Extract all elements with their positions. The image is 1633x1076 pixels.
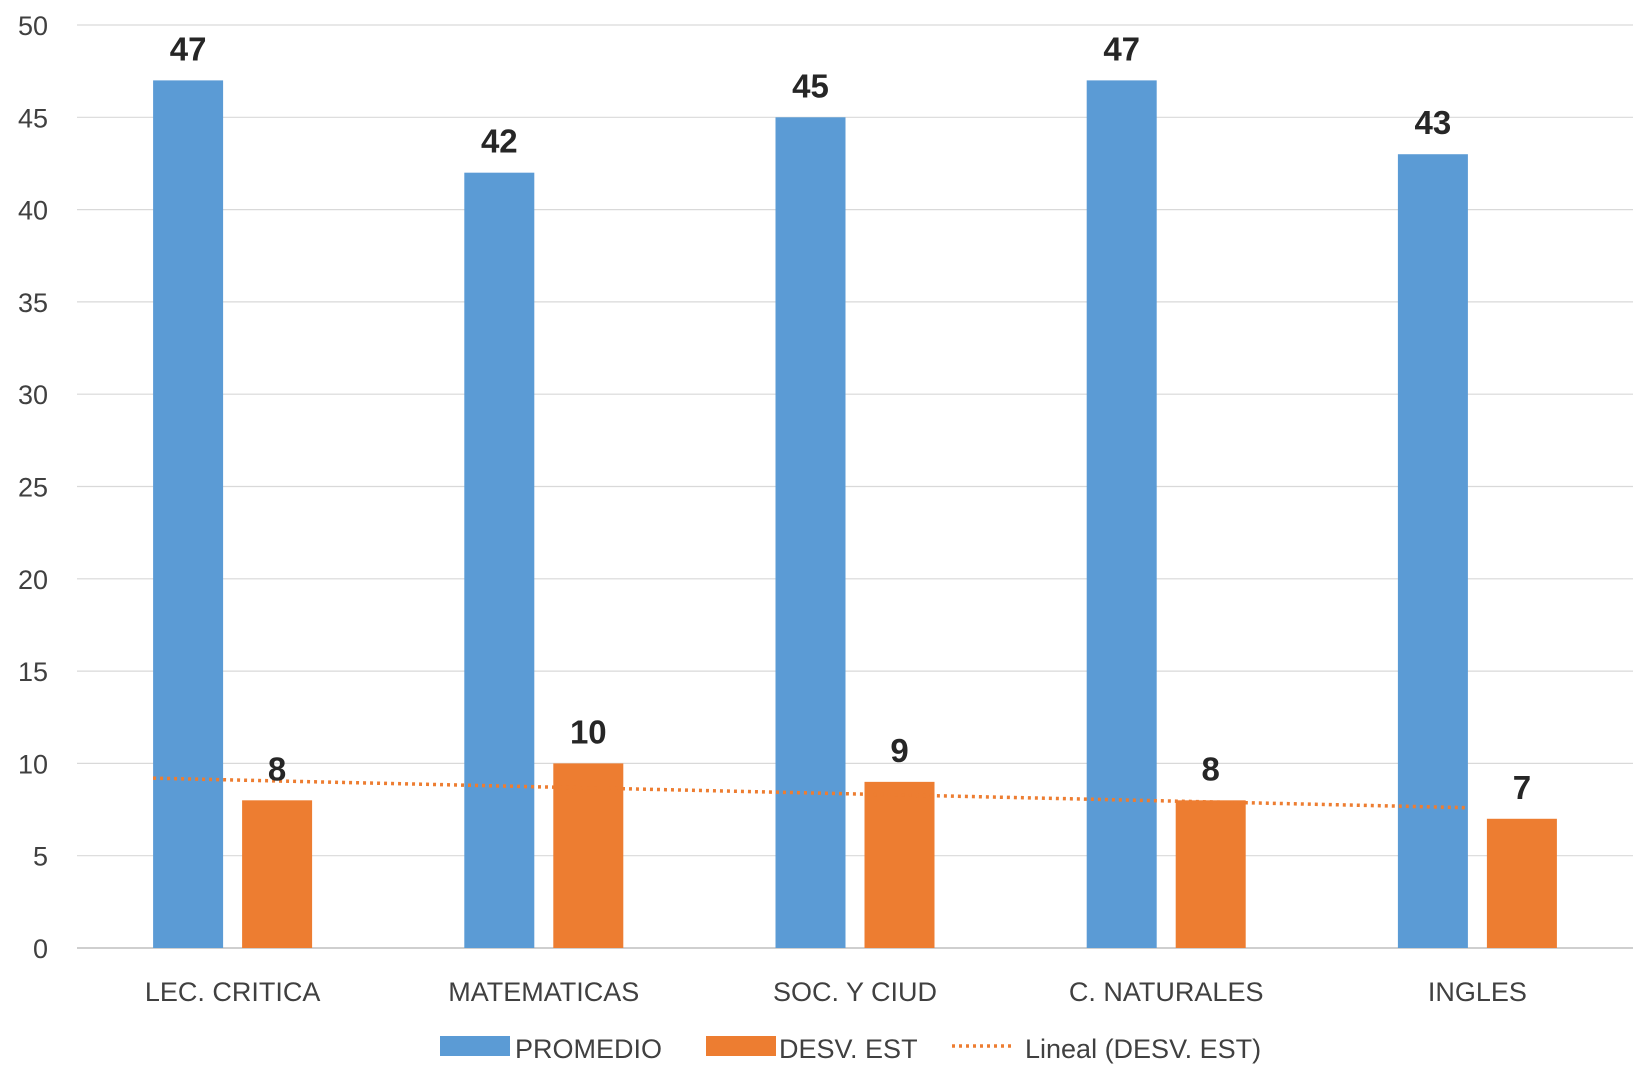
bar-promedio — [153, 80, 224, 948]
bars — [153, 80, 1557, 949]
x-tick-label: SOC. Y CIUD — [773, 977, 937, 1007]
bar-desv-est — [864, 781, 935, 948]
y-tick-label: 35 — [18, 288, 48, 318]
y-axis: 0 5 10 15 20 25 30 35 40 45 50 — [18, 11, 48, 964]
legend-item: PROMEDIO — [440, 1034, 662, 1064]
legend-item: DESV. EST — [706, 1034, 918, 1064]
y-tick-label: 15 — [18, 657, 48, 687]
legend-item: Lineal (DESV. EST) — [952, 1034, 1261, 1064]
y-tick-label: 45 — [18, 103, 48, 133]
x-tick-label: INGLES — [1428, 977, 1527, 1007]
y-tick-label: 0 — [33, 934, 48, 964]
legend-swatch — [706, 1036, 776, 1056]
legend-label: PROMEDIO — [515, 1034, 662, 1064]
data-label: 43 — [1415, 104, 1452, 141]
data-label: 7 — [1513, 769, 1531, 806]
gridlines — [77, 24, 1633, 949]
data-label: 10 — [570, 713, 607, 750]
data-label: 9 — [890, 732, 908, 769]
x-tick-label: LEC. CRITICA — [145, 977, 321, 1007]
y-tick-label: 20 — [18, 565, 48, 595]
y-tick-label: 50 — [18, 11, 48, 41]
legend: PROMEDIO DESV. EST Lineal (DESV. EST) — [440, 1034, 1261, 1064]
legend-swatch — [440, 1036, 510, 1056]
legend-label: DESV. EST — [779, 1034, 918, 1064]
y-tick-label: 40 — [18, 196, 48, 226]
data-label: 8 — [268, 750, 286, 787]
bar-promedio — [464, 172, 535, 948]
y-tick-label: 10 — [18, 749, 48, 779]
bar-desv-est — [1486, 818, 1557, 948]
trendline — [153, 776, 1468, 810]
data-label: 8 — [1202, 750, 1220, 787]
trendline-group — [153, 776, 1468, 810]
y-tick-label: 5 — [33, 842, 48, 872]
x-axis: LEC. CRITICA MATEMATICAS SOC. Y CIUD C. NAT… — [145, 977, 1527, 1007]
bar-promedio — [775, 117, 846, 949]
bar-desv-est — [242, 800, 313, 948]
data-label: 42 — [481, 123, 518, 160]
data-label: 45 — [792, 67, 829, 104]
bar-promedio — [1086, 80, 1157, 948]
data-labels: 47 8 42 10 45 9 47 8 43 7 — [170, 30, 1531, 805]
x-tick-label: MATEMATICAS — [448, 977, 639, 1007]
x-tick-label: C. NATURALES — [1069, 977, 1264, 1007]
data-label: 47 — [170, 30, 207, 67]
bar-promedio — [1397, 154, 1468, 949]
y-tick-label: 30 — [18, 380, 48, 410]
data-label: 47 — [1103, 30, 1140, 67]
y-tick-label: 25 — [18, 473, 48, 503]
legend-label: Lineal (DESV. EST) — [1025, 1034, 1261, 1064]
bar-desv-est — [1175, 800, 1246, 948]
bar-desv-est — [553, 763, 624, 948]
